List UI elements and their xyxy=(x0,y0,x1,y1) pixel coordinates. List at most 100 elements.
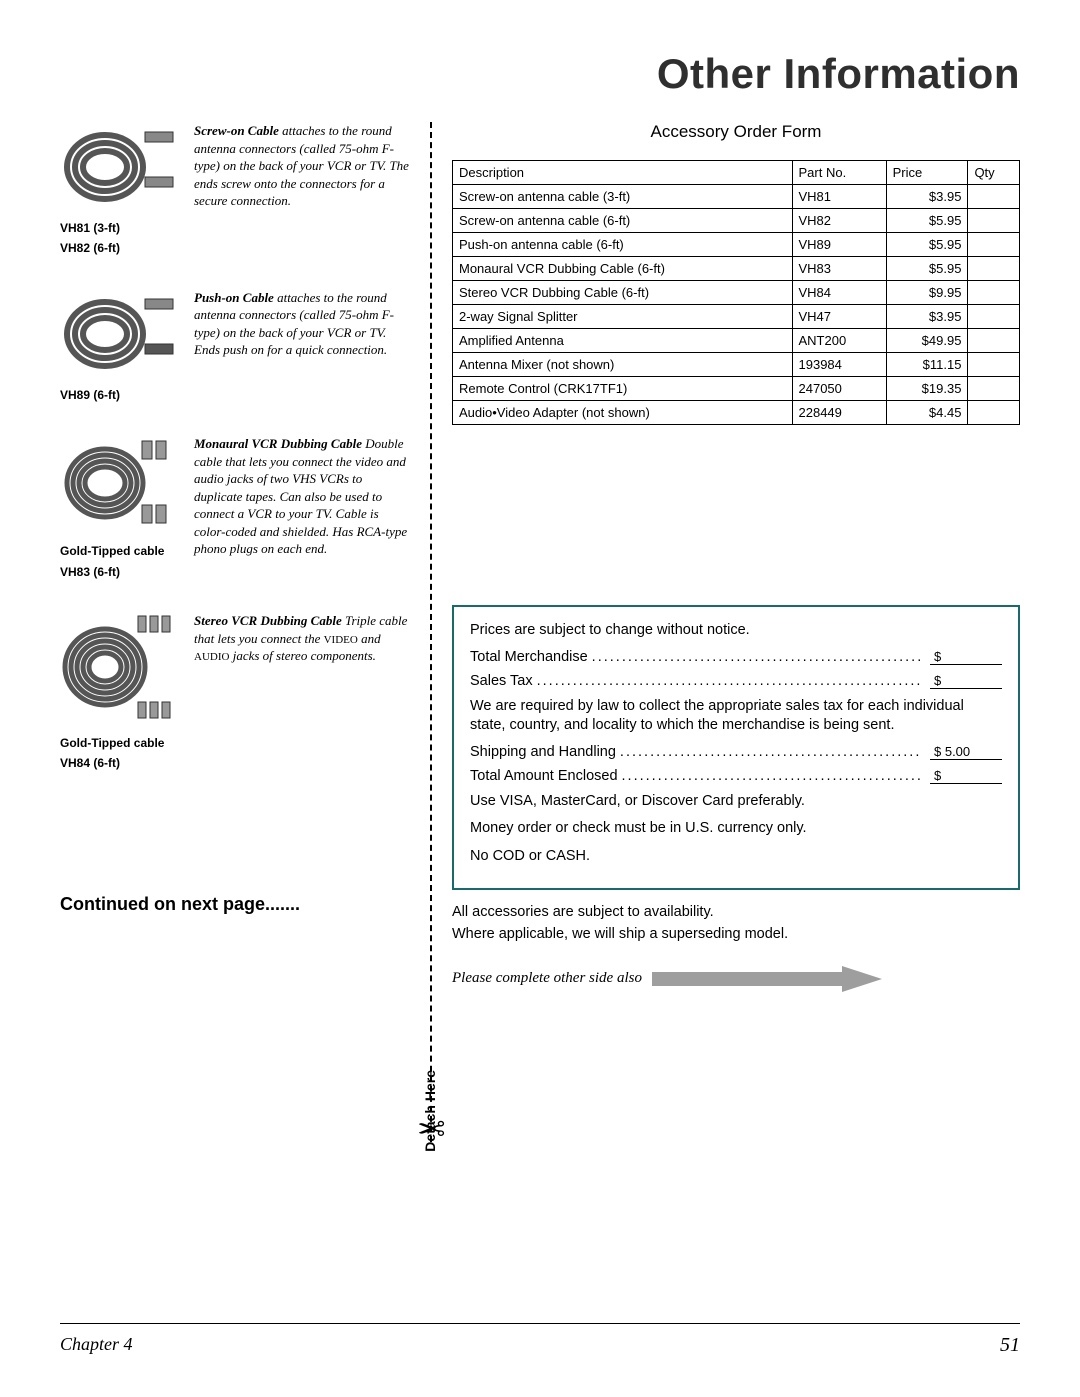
total-enclosed-value[interactable]: $ xyxy=(930,768,1002,784)
smallcaps-text: AUDIO xyxy=(194,651,229,663)
data-cell: VH47 xyxy=(792,305,886,329)
qty-cell[interactable] xyxy=(968,233,1020,257)
product-item: Gold-Tipped cable VH83 (6-ft) Monaural V… xyxy=(60,435,410,582)
product-text: Double cable that lets you connect the v… xyxy=(194,436,407,556)
qty-cell[interactable] xyxy=(968,257,1020,281)
data-cell: Screw-on antenna cable (3-ft) xyxy=(453,185,793,209)
product-label: Gold-Tipped cable xyxy=(60,733,180,753)
product-label: VH83 (6-ft) xyxy=(60,562,180,582)
product-lead: Screw-on Cable xyxy=(194,123,279,138)
table-row: Amplified AntennaANT200$49.95 xyxy=(453,329,1020,353)
data-cell: VH81 xyxy=(792,185,886,209)
qty-cell[interactable] xyxy=(968,281,1020,305)
col-price: Price xyxy=(886,161,968,185)
total-merch-label: Total Merchandise xyxy=(470,649,922,665)
product-description: Stereo VCR Dubbing Cable Triple cable th… xyxy=(194,612,410,774)
table-row: Push-on antenna cable (6-ft)VH89$5.95 xyxy=(453,233,1020,257)
data-cell: $5.95 xyxy=(886,233,968,257)
qty-cell[interactable] xyxy=(968,305,1020,329)
table-row: Monaural VCR Dubbing Cable (6-ft)VH83$5.… xyxy=(453,257,1020,281)
data-cell: VH89 xyxy=(792,233,886,257)
product-text: jacks of stereo components. xyxy=(229,648,375,663)
shipping-value: $ 5.00 xyxy=(930,744,1002,760)
arrow-icon xyxy=(652,966,882,992)
sales-tax-value[interactable]: $ xyxy=(930,673,1002,689)
data-cell: $5.95 xyxy=(886,209,968,233)
qty-cell[interactable] xyxy=(968,353,1020,377)
col-description: Description xyxy=(453,161,793,185)
product-description: Monaural VCR Dubbing Cable Double cable … xyxy=(194,435,410,582)
col-qty: Qty xyxy=(968,161,1020,185)
price-notice: Prices are subject to change without not… xyxy=(470,621,1002,641)
availability-note: All accessories are subject to availabil… xyxy=(452,902,1020,946)
order-table: Description Part No. Price Qty Screw-on … xyxy=(452,160,1020,425)
cable-triple-icon xyxy=(60,612,180,722)
page-title: Other Information xyxy=(60,50,1020,98)
col-partno: Part No. xyxy=(792,161,886,185)
data-cell: ANT200 xyxy=(792,329,886,353)
cc-note: Use VISA, MasterCard, or Discover Card p… xyxy=(470,792,1002,812)
qty-cell[interactable] xyxy=(968,377,1020,401)
chapter-label: Chapter 4 xyxy=(60,1334,133,1357)
data-cell: Audio•Video Adapter (not shown) xyxy=(453,401,793,425)
product-lead: Push-on Cable xyxy=(194,290,274,305)
form-title: Accessory Order Form xyxy=(452,122,1020,142)
data-cell: Amplified Antenna xyxy=(453,329,793,353)
data-cell: $3.95 xyxy=(886,305,968,329)
data-cell: VH84 xyxy=(792,281,886,305)
avail-text: All accessories are subject to availabil… xyxy=(452,902,1020,924)
product-label: VH84 (6-ft) xyxy=(60,753,180,773)
product-image: Gold-Tipped cable VH84 (6-ft) xyxy=(60,612,180,774)
product-description: Push-on Cable attaches to the round ante… xyxy=(194,289,410,405)
product-image: Gold-Tipped cable VH83 (6-ft) xyxy=(60,435,180,582)
arrow-row: Please complete other side also xyxy=(452,966,1020,992)
data-cell: $9.95 xyxy=(886,281,968,305)
complete-other-side: Please complete other side also xyxy=(452,970,642,987)
product-item: Gold-Tipped cable VH84 (6-ft) Stereo VCR… xyxy=(60,612,410,774)
content-area: VH81 (3-ft) VH82 (6-ft) Screw-on Cable a… xyxy=(60,122,1020,1142)
mo-note: Money order or check must be in U.S. cur… xyxy=(470,819,1002,839)
data-cell: Push-on antenna cable (6-ft) xyxy=(453,233,793,257)
qty-cell[interactable] xyxy=(968,209,1020,233)
table-row: Screw-on antenna cable (3-ft)VH81$3.95 xyxy=(453,185,1020,209)
page-number: 51 xyxy=(1000,1334,1020,1357)
cod-note: No COD or CASH. xyxy=(470,847,1002,867)
product-item: VH81 (3-ft) VH82 (6-ft) Screw-on Cable a… xyxy=(60,122,410,259)
data-cell: $19.35 xyxy=(886,377,968,401)
smallcaps-text: VIDEO xyxy=(324,634,358,646)
qty-cell[interactable] xyxy=(968,185,1020,209)
qty-cell[interactable] xyxy=(968,329,1020,353)
product-lead: Monaural VCR Dubbing Cable xyxy=(194,436,362,451)
table-row: Screw-on antenna cable (6-ft)VH82$5.95 xyxy=(453,209,1020,233)
cable-coil-icon xyxy=(60,122,180,207)
product-label: VH82 (6-ft) xyxy=(60,238,180,258)
continued-text: Continued on next page....... xyxy=(60,894,410,915)
data-cell: 2-way Signal Splitter xyxy=(453,305,793,329)
data-cell: Stereo VCR Dubbing Cable (6-ft) xyxy=(453,281,793,305)
data-cell: Remote Control (CRK17TF1) xyxy=(453,377,793,401)
data-cell: $49.95 xyxy=(886,329,968,353)
data-cell: $11.15 xyxy=(886,353,968,377)
data-cell: Antenna Mixer (not shown) xyxy=(453,353,793,377)
cable-dual-icon xyxy=(60,435,180,530)
qty-cell[interactable] xyxy=(968,401,1020,425)
product-image: VH81 (3-ft) VH82 (6-ft) xyxy=(60,122,180,259)
product-lead: Stereo VCR Dubbing Cable xyxy=(194,613,342,628)
table-row: Audio•Video Adapter (not shown)228449$4.… xyxy=(453,401,1020,425)
cable-coil-icon xyxy=(60,289,180,374)
summary-box: Prices are subject to change without not… xyxy=(452,605,1020,890)
table-row: Antenna Mixer (not shown)193984$11.15 xyxy=(453,353,1020,377)
total-merch-value[interactable]: $ xyxy=(930,649,1002,665)
total-enclosed-label: Total Amount Enclosed xyxy=(470,768,922,784)
data-cell: $5.95 xyxy=(886,257,968,281)
data-cell: $3.95 xyxy=(886,185,968,209)
data-cell: VH82 xyxy=(792,209,886,233)
product-description: Screw-on Cable attaches to the round ant… xyxy=(194,122,410,259)
data-cell: Monaural VCR Dubbing Cable (6-ft) xyxy=(453,257,793,281)
table-row: Remote Control (CRK17TF1)247050$19.35 xyxy=(453,377,1020,401)
table-row: 2-way Signal SplitterVH47$3.95 xyxy=(453,305,1020,329)
products-column: VH81 (3-ft) VH82 (6-ft) Screw-on Cable a… xyxy=(60,122,430,1142)
product-label: VH89 (6-ft) xyxy=(60,385,180,405)
data-cell: 193984 xyxy=(792,353,886,377)
order-form-column: Accessory Order Form Description Part No… xyxy=(432,122,1020,1142)
